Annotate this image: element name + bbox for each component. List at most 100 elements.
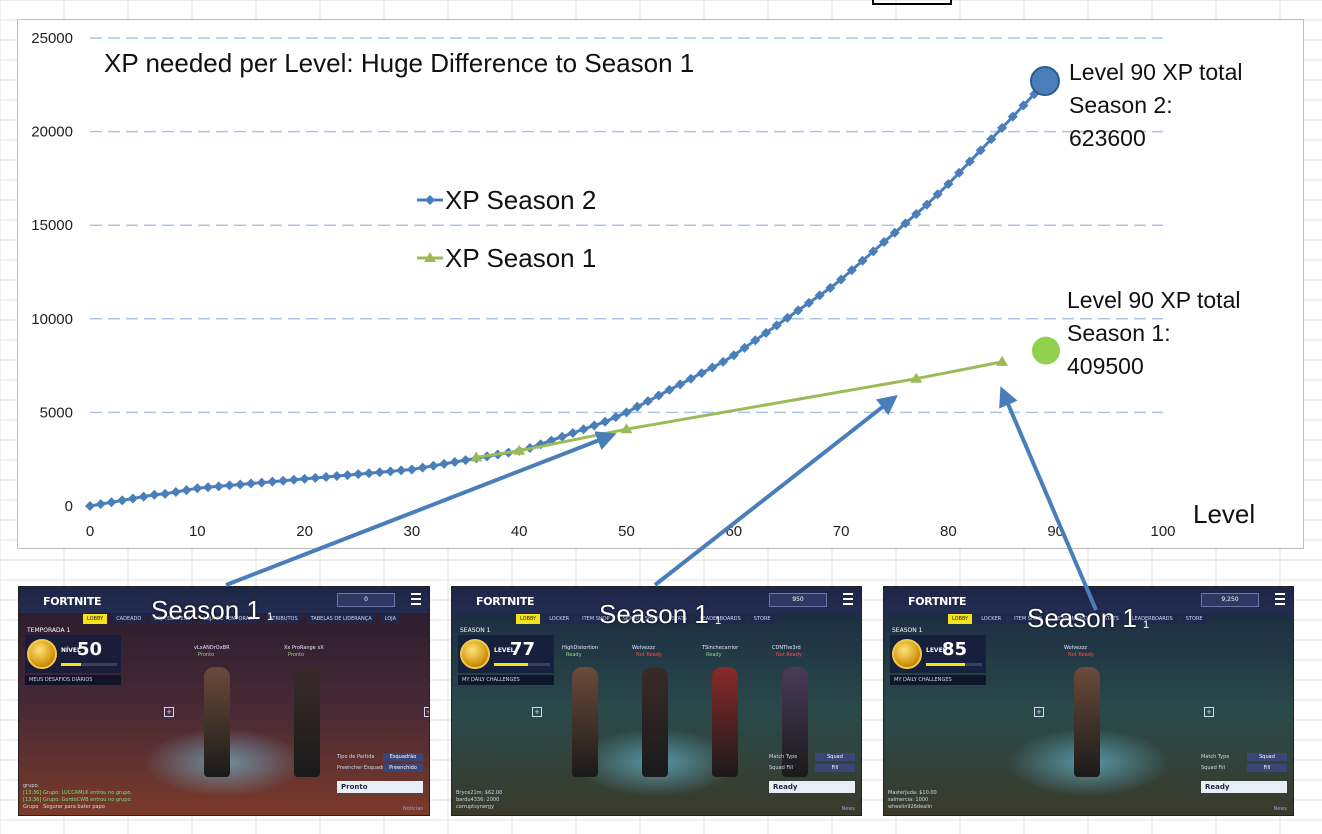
player-status: Not Ready [636,652,662,658]
season-2-point [299,473,310,484]
level-number: 77 [510,639,536,660]
news-button[interactable]: News [1273,806,1287,812]
tier-badge-icon [460,639,490,669]
tab[interactable]: STATS [667,614,691,624]
tab[interactable]: LOBBY [83,614,108,624]
character-figure [204,667,230,777]
tab[interactable]: LEADERBOARDS [1127,614,1177,624]
season-2-point [782,312,793,323]
chat-line: salmercia: 1000 [888,797,929,803]
tab[interactable]: ITEM SHOP [578,614,614,624]
tab[interactable]: ITEM SHOP [1010,614,1046,624]
tab[interactable]: CADEADO [112,614,146,624]
tab[interactable]: LOJA DE ITENS [150,614,195,624]
season-2-point [567,427,578,438]
season-2-point [793,305,804,316]
news-button[interactable]: Notícias [403,806,423,812]
tab[interactable]: STATS [1099,614,1123,624]
series-season-1-line [476,360,1003,459]
tab[interactable]: LEADERBOARDS [695,614,745,624]
x-tick-label: 30 [404,523,421,540]
tab[interactable]: SEASON SHOP [618,614,663,624]
season-overlay-subscript: 1 [1143,619,1150,631]
tab[interactable]: LOBBY [948,614,973,624]
add-friend-icon[interactable]: + [1204,707,1214,717]
screenshot-level-85: FORTNITE LOBBY LOCKER ITEM SHOP SEASON SHOP S… [883,586,1294,816]
chat-log: grupo. [13:36] Grupo: LUCCAMLK entrou no … [23,783,132,811]
menu-icon[interactable] [1275,593,1285,605]
ready-button[interactable]: Ready [1201,781,1287,793]
tab[interactable]: LOJA DE TEMPORADA [199,614,261,624]
tab[interactable]: LOCKER [545,614,574,624]
matchmaking-value[interactable]: Preenchido [383,764,423,772]
matchmaking-label: Squad Fill [1201,765,1226,771]
player-name: HighDistortion [562,645,598,651]
matchmaking-row: Squad Fill Fill [769,764,855,773]
matchmaking-value[interactable]: Esquadrão [383,753,423,761]
season-overlay-label: Season 1 [151,595,261,625]
season-2-point [632,401,643,412]
tab[interactable]: STORE [749,614,775,624]
annotation-s1-line: 409500 [1067,353,1144,379]
player-name: CDNThe3rd [772,645,801,651]
tab[interactable]: TABELAS DE LIDERANÇA [306,614,376,624]
legend-marker-diamond [425,195,435,205]
x-tick-label: 20 [296,523,313,540]
matchmaking-value[interactable]: Fill [815,764,855,772]
season-2-point [986,134,997,145]
menu-icon[interactable] [843,593,853,605]
xp-progress-bar [61,663,117,666]
matchmaking-row: Match Type Squad [769,753,855,762]
player-name: vLxANDrOxBR [194,645,230,651]
screenshot-level-77: FORTNITE LOBBY LOCKER ITEM SHOP SEASON SHOP S… [451,586,862,816]
tab[interactable]: LOBBY [516,614,541,624]
season-2-point [621,407,632,418]
character-figure [1074,667,1100,777]
player-name: Xx ProRange xX [284,645,324,651]
season-2-point [406,464,417,475]
tab[interactable]: LOJA [380,614,400,624]
tab[interactable]: SEASON SHOP [1050,614,1095,624]
player-status: Not Ready [1068,652,1094,658]
season-2-point [331,471,342,482]
season-2-point [739,342,750,353]
season-2-point [857,255,868,266]
season-1-level-90-marker [1031,336,1060,365]
ready-button[interactable]: Ready [769,781,855,793]
news-button[interactable]: News [841,806,855,812]
add-friend-icon[interactable]: + [164,707,174,717]
character-figure [712,667,738,777]
season-2-point [374,467,385,478]
season-2-point [696,368,707,379]
add-friend-icon[interactable]: + [1034,707,1044,717]
season-2-point [439,458,450,469]
player-status: Ready [566,652,582,658]
matchmaking-value[interactable]: Fill [1247,764,1287,772]
xp-progress-fill [926,663,966,666]
tab[interactable]: ATRIBUTOS [265,614,302,624]
y-tick-label: 25000 [31,30,73,47]
annotation-s2-line: Season 2: [1069,92,1173,118]
tab[interactable]: STORE [1181,614,1207,624]
add-friend-icon[interactable]: + [424,707,429,717]
season-overlay-label: Season 1 [599,599,709,629]
season-2-point [449,457,460,468]
chat-line: wheelin926dealin [888,804,933,810]
add-friend-icon[interactable]: + [532,707,542,717]
tab-bar: LOBBY LOCKER ITEM SHOP SEASON SHOP STATS LEAD… [948,614,1207,624]
chat-log: Bryce21m: $62.00 bardu4336: 2000 corruptsy… [456,790,502,811]
cell-selection-box[interactable] [872,0,952,5]
chart-area[interactable] [17,19,1304,549]
xp-progress-bar [926,663,982,666]
season-1-point [470,451,483,462]
menu-icon[interactable] [411,593,421,605]
season-2-point [192,483,203,494]
character-figure [642,667,668,777]
ready-button[interactable]: Pronto [337,781,423,793]
matchmaking-value[interactable]: Squad [815,753,855,761]
matchmaking-value[interactable]: Squad [1247,753,1287,761]
season-2-point [803,297,814,308]
tab[interactable]: LOCKER [977,614,1006,624]
vbucks-counter: 950 [769,593,827,607]
